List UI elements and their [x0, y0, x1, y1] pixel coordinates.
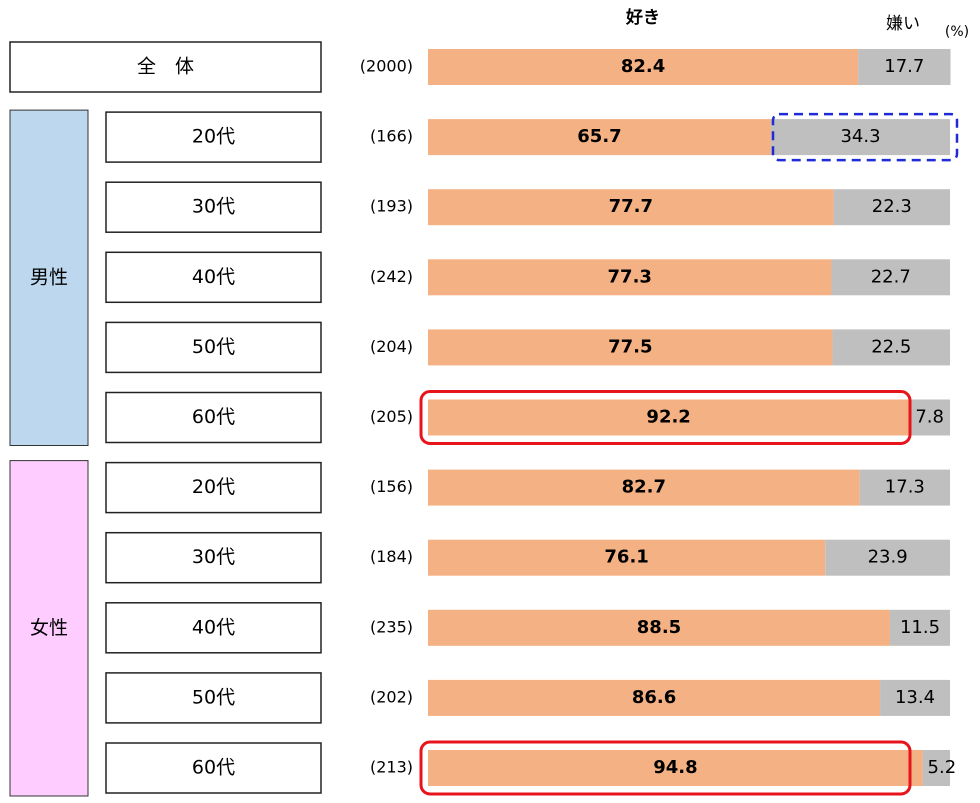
category-label: 40代 — [192, 266, 235, 288]
value-label: 94.8 — [653, 757, 697, 778]
sample-size: (242) — [370, 267, 413, 286]
category-box — [105, 602, 322, 654]
category-label: 60代 — [192, 757, 235, 779]
bar-segment — [825, 539, 950, 576]
value-label: 76.1 — [604, 547, 648, 568]
bar-segment — [922, 750, 950, 786]
value-label: 77.5 — [608, 336, 652, 357]
value-label: 92.2 — [646, 407, 690, 428]
sample-size: (2000) — [360, 57, 413, 76]
category-box — [9, 41, 322, 93]
category-box — [105, 391, 322, 444]
value-label: 65.7 — [577, 126, 621, 147]
category-box — [105, 672, 322, 724]
value-label: 17.7 — [884, 56, 924, 77]
bar-segment — [428, 539, 826, 576]
group-box — [9, 109, 89, 446]
group-box — [9, 460, 89, 797]
category-box — [105, 251, 322, 304]
bar-segment — [909, 399, 950, 436]
unit: (%) — [945, 24, 969, 40]
sample-size: (213) — [370, 758, 413, 777]
value-label: 86.6 — [632, 687, 676, 708]
sample-size: (202) — [370, 687, 413, 706]
bar-segment — [833, 189, 950, 226]
bar-segment — [428, 609, 890, 646]
bar-segment — [428, 259, 832, 296]
category-label: 30代 — [192, 196, 235, 218]
bar-segment — [428, 329, 833, 366]
sample-size: (193) — [370, 197, 413, 216]
category-box — [105, 531, 322, 584]
value-label: 7.8 — [915, 407, 944, 428]
value-label: 11.5 — [900, 617, 940, 638]
bar-segment — [832, 329, 950, 366]
group-label: 女性 — [30, 617, 68, 639]
value-label: 22.7 — [871, 266, 911, 287]
value-label: 13.4 — [895, 687, 935, 708]
bar-segment — [770, 119, 950, 156]
value-label: 22.5 — [871, 336, 911, 357]
bar-segment — [428, 750, 923, 786]
category-label: 20代 — [192, 476, 235, 498]
legend-like: 好き — [625, 7, 660, 28]
value-label: 23.9 — [868, 547, 908, 568]
value-label: 77.7 — [609, 196, 653, 217]
bar-segment — [889, 609, 950, 646]
bar-segment — [831, 259, 950, 296]
category-box — [105, 321, 322, 374]
highlight-box — [419, 740, 912, 796]
category-label: 60代 — [192, 406, 235, 428]
bar-segment — [428, 679, 881, 716]
sample-size: (235) — [370, 617, 413, 636]
category-label: 50代 — [192, 336, 235, 358]
sample-size: (156) — [370, 477, 413, 496]
category-box — [105, 111, 322, 163]
value-label: 82.4 — [621, 56, 665, 77]
sample-size: (166) — [370, 127, 413, 146]
category-label: 全 体 — [137, 56, 194, 78]
bar-segment — [428, 469, 860, 506]
highlight-box — [771, 112, 959, 162]
category-box — [105, 742, 322, 794]
category-label: 40代 — [192, 616, 235, 638]
bar-segment — [858, 49, 951, 85]
category-label: 30代 — [192, 546, 235, 568]
value-label: 22.3 — [872, 196, 912, 217]
value-label: 17.3 — [885, 477, 925, 498]
bar-segment — [428, 189, 834, 226]
highlight-box — [419, 390, 912, 445]
bar-segment — [859, 469, 950, 506]
bar-segment — [428, 399, 910, 436]
value-label: 88.5 — [637, 617, 681, 638]
value-label: 82.7 — [622, 477, 666, 498]
category-label: 20代 — [192, 126, 235, 148]
sample-size: (205) — [370, 407, 413, 426]
bar-segment — [880, 679, 950, 716]
sample-size: (184) — [370, 547, 413, 566]
value-label: 5.2 — [928, 757, 957, 778]
category-box — [105, 181, 322, 233]
legend-dislike: 嫌い — [886, 14, 920, 34]
sample-size: (204) — [370, 337, 413, 356]
bar-segment — [428, 49, 859, 85]
bar-segment — [428, 119, 771, 156]
value-label: 34.3 — [840, 126, 880, 147]
value-label: 77.3 — [608, 266, 652, 287]
category-label: 50代 — [192, 686, 235, 708]
group-label: 男性 — [30, 266, 68, 288]
category-box — [105, 461, 322, 514]
